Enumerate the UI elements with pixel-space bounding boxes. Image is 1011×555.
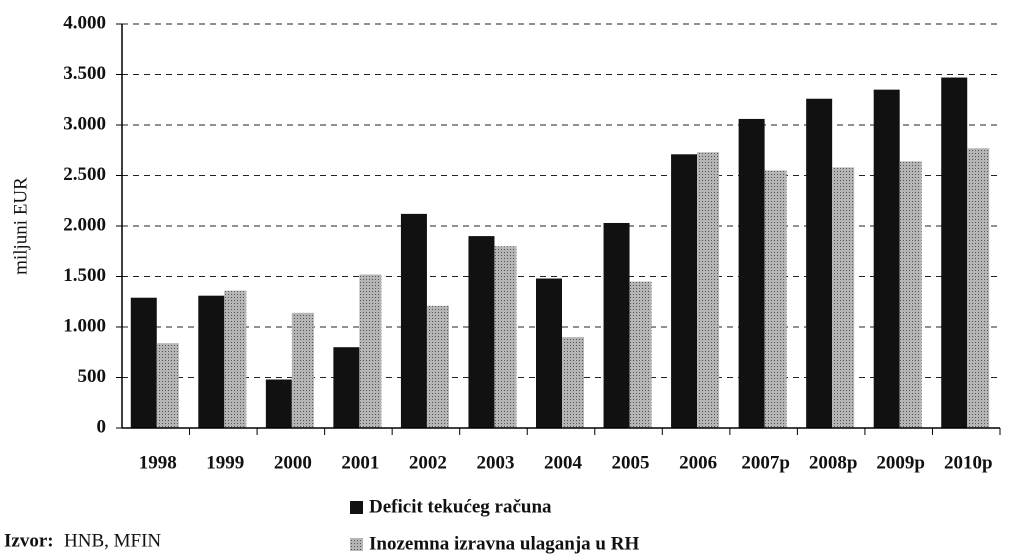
y-tick-label: 2.000 (63, 214, 106, 235)
bar (738, 118, 765, 428)
x-tick-label: 2007p (741, 452, 790, 473)
x-tick-label: 2010p (944, 452, 993, 473)
x-tick-label: 2006 (679, 452, 717, 473)
bar (941, 77, 968, 428)
x-tick-label: 2002 (409, 452, 447, 473)
bar (265, 379, 292, 428)
bar (198, 295, 225, 428)
x-tick-label: 2003 (476, 452, 514, 473)
y-tick-label: 500 (78, 366, 107, 387)
x-tick-label: 2005 (612, 452, 650, 473)
y-tick-label: 4.000 (63, 12, 106, 33)
x-tick-label: 2000 (274, 452, 312, 473)
legend-swatch (350, 501, 363, 514)
legend-swatch (350, 538, 363, 551)
source-label: Izvor: (4, 530, 54, 551)
bar (494, 246, 517, 428)
bar (603, 222, 630, 428)
y-tick-label: 1.500 (63, 265, 106, 286)
x-tick-label: 2004 (544, 452, 583, 473)
x-tick-label: 2009p (876, 452, 925, 473)
bar (697, 152, 720, 428)
y-tick-label: 3.000 (63, 113, 106, 134)
bar (156, 343, 179, 428)
x-tick-label: 1998 (139, 452, 177, 473)
y-tick-label: 2.500 (63, 164, 106, 185)
bar (764, 170, 787, 428)
bar (536, 278, 562, 428)
y-tick-label: 1.000 (63, 315, 106, 336)
y-tick-label: 3.500 (63, 63, 106, 84)
y-axis-label: miljuni EUR (10, 177, 31, 275)
bar (832, 167, 855, 429)
legend-label: Deficit tekućeg računa (369, 496, 552, 517)
bar (468, 236, 495, 428)
bar (224, 290, 247, 428)
x-tick-label: 1999 (206, 452, 244, 473)
bar (400, 213, 427, 428)
bar (671, 154, 698, 429)
legend-label: Inozemna izravna ulaganja u RH (369, 533, 639, 554)
bar (359, 274, 382, 428)
bar (806, 98, 833, 429)
bar (629, 281, 652, 428)
y-tick-label: 0 (97, 416, 107, 437)
bar (426, 305, 449, 428)
bar (291, 312, 314, 428)
bar (873, 89, 900, 429)
source: HNB, MFIN (64, 530, 161, 551)
x-tick-label: 2008p (809, 452, 858, 473)
bar (333, 347, 360, 428)
bar (562, 337, 584, 428)
bar (967, 148, 990, 429)
bar (130, 297, 157, 428)
x-tick-label: 2001 (341, 452, 379, 473)
bar (899, 161, 922, 429)
